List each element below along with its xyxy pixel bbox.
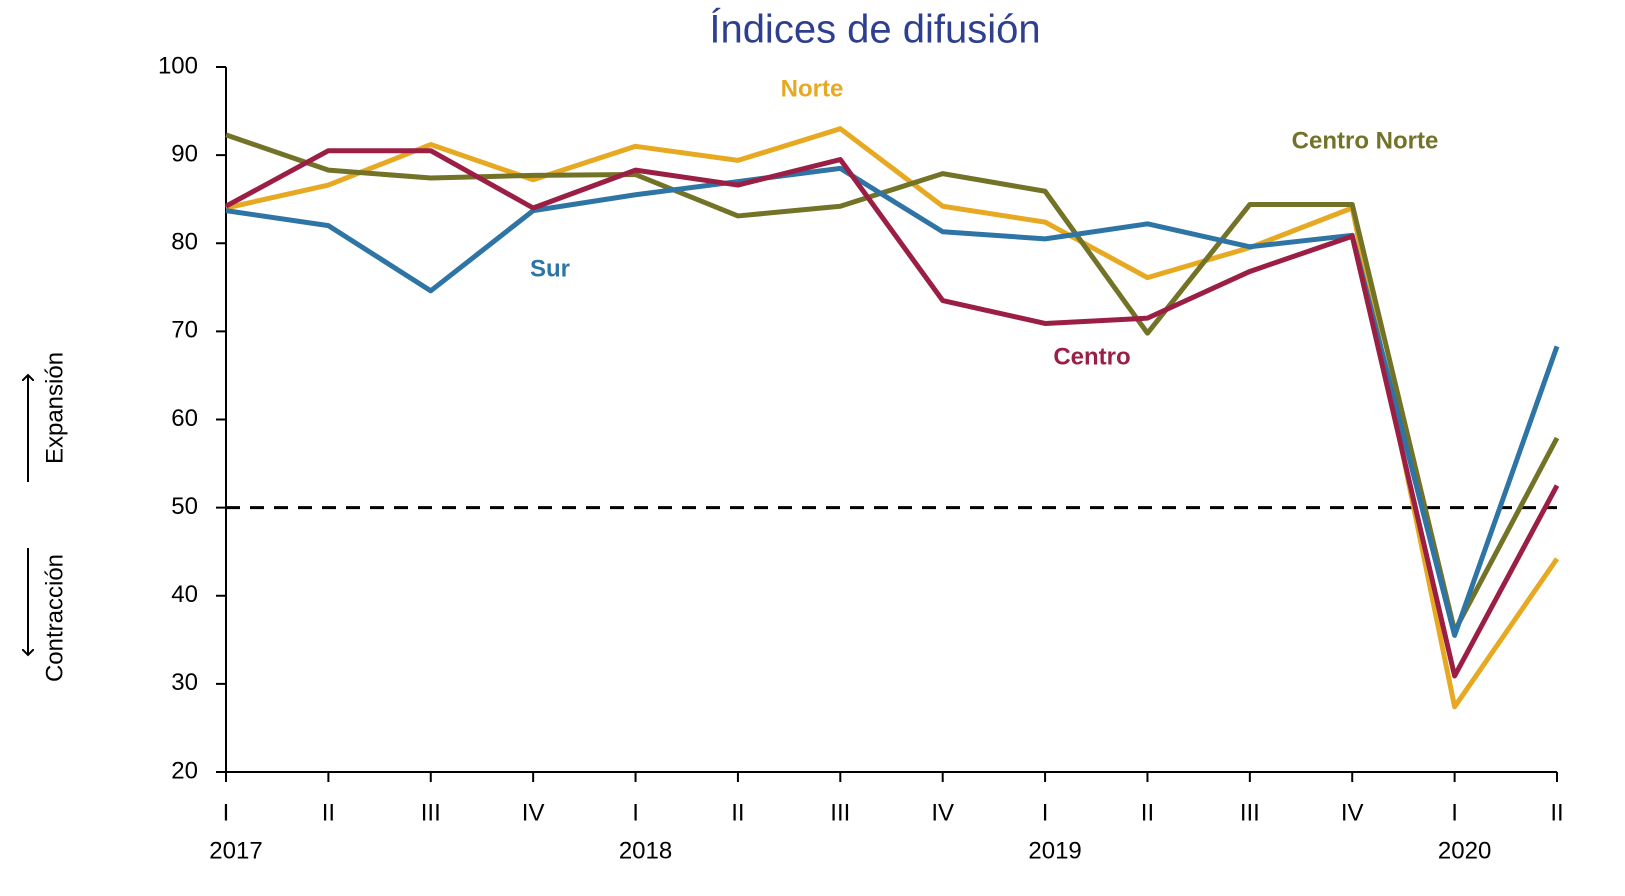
x-tick-label: I [1042,799,1049,826]
annotation: Expansión [41,352,68,464]
year-label: 2017 [209,837,262,864]
y-tick-label: 100 [158,52,198,79]
series-line [225,165,1560,638]
y-tick-label: 30 [171,669,198,696]
year-label: 2020 [1438,837,1491,864]
x-tick-label: IV [522,799,545,826]
year-label: 2018 [619,837,672,864]
series-line [225,126,1560,710]
y-tick-label: 20 [171,757,198,784]
y-tick-label: 50 [171,493,198,520]
x-tick-label: III [830,799,850,826]
x-tick-label: II [1141,799,1154,826]
x-tick-label: IV [931,799,954,826]
series-label: Centro [1053,343,1130,370]
annotation: Contracción [41,554,68,682]
series-label: Centro Norte [1292,127,1439,154]
chart-title: Índices de difusión [709,7,1040,52]
series-label: Sur [530,255,570,282]
x-tick-label: I [1451,799,1458,826]
x-tick-label: II [731,799,744,826]
y-tick-label: 80 [171,229,198,256]
series-line [224,148,1560,679]
x-tick-label: II [322,799,335,826]
y-tick-label: 90 [171,140,198,167]
x-tick-label: IV [1341,799,1364,826]
x-tick-label: III [421,799,441,826]
x-tick-label: I [632,799,639,826]
series-label: Norte [781,75,844,102]
x-tick-label: I [223,799,230,826]
x-tick-label: II [1550,799,1563,826]
series-line [225,132,1560,634]
y-tick-label: 70 [171,317,198,344]
y-tick-label: 40 [171,581,198,608]
year-label: 2019 [1028,837,1081,864]
x-tick-label: III [1240,799,1260,826]
y-tick-label: 60 [171,405,198,432]
